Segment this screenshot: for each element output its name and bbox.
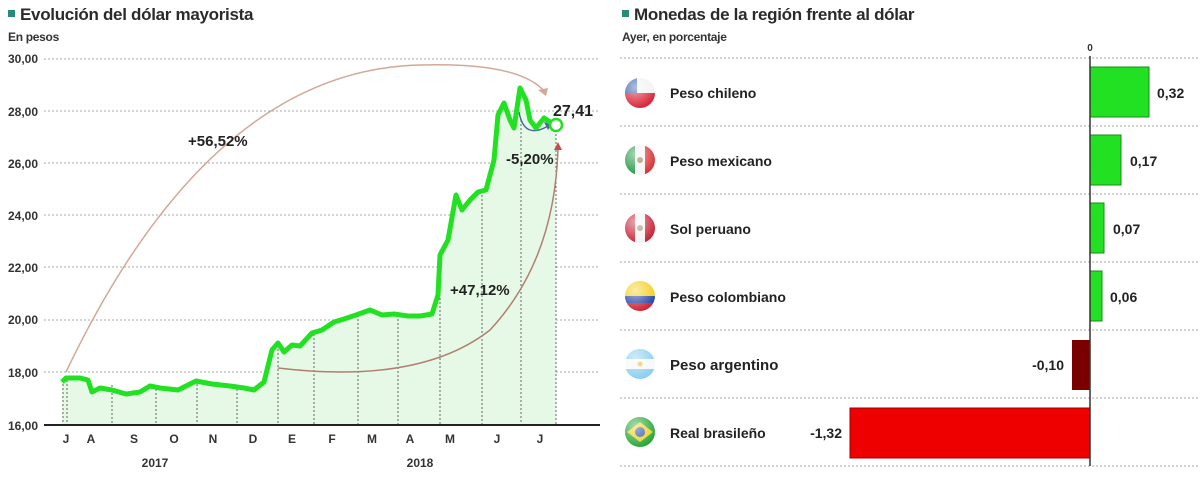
x-tick: A [406, 432, 415, 446]
annotation-peak-change: -5,20% [506, 151, 554, 168]
y-tick: 26,00 [8, 157, 38, 171]
x-tick: A [87, 432, 96, 446]
x-tick: E [288, 432, 296, 446]
currency-name-peru: Sol peruano [670, 221, 751, 237]
bar-peru [1089, 202, 1105, 254]
left-title-text: Evolución del dólar mayorista [20, 5, 254, 24]
value-mexico: 0,17 [1130, 153, 1157, 169]
x-tick: J [63, 432, 70, 446]
x-tick: J [537, 432, 544, 446]
row-separators [620, 57, 1200, 467]
bar-mexico [1089, 134, 1122, 186]
x-axis-labels: J A S O N D E F M A M J J 2017 2018 [63, 432, 544, 470]
value-argentina: -0,10 [1032, 357, 1064, 373]
value-labels: 0,32 0,17 0,07 0,06 -0,10 -1,32 [810, 85, 1184, 441]
line-chart: 30,00 28,00 26,00 24,00 22,00 20,00 18,0… [8, 52, 600, 470]
x-tick: S [130, 432, 138, 446]
arc-total-change [65, 63, 546, 373]
arc-peak-change [518, 111, 549, 132]
value-brazil: -1,32 [810, 425, 842, 441]
dollar-rate-line [60, 85, 557, 397]
horizontal-gridlines [44, 58, 600, 373]
currency-name-mexico: Peso mexicano [670, 153, 772, 169]
year-label-2018: 2018 [407, 456, 434, 470]
x-tick: J [494, 432, 501, 446]
value-chile: 0,32 [1157, 85, 1184, 101]
y-axis: 30,00 28,00 26,00 24,00 22,00 20,00 18,0… [8, 52, 38, 433]
bars [849, 66, 1150, 459]
regional-currencies-panel: Monedas de la región frente al dólar Aye… [600, 0, 1200, 477]
line-area-fill [62, 88, 556, 425]
mexico-flag-icon [625, 145, 655, 175]
argentina-flag-icon [625, 349, 655, 379]
right-title-text: Monedas de la región frente al dólar [634, 5, 915, 24]
x-tick: M [367, 432, 377, 446]
peru-flag-icon [625, 213, 655, 243]
right-chart-title: Monedas de la región frente al dólar [622, 5, 914, 25]
x-tick: O [169, 432, 178, 446]
last-value-marker [548, 117, 564, 133]
x-tick: N [209, 432, 218, 446]
arrow-head-total [538, 88, 548, 96]
annotations: +56,52% +47,12% -5,20% 27,41 [188, 103, 593, 299]
left-chart-subtitle: En pesos [8, 30, 59, 44]
currency-name-colombia: Peso colombiano [670, 289, 786, 305]
y-tick: 20,00 [8, 313, 38, 327]
y-tick: 28,00 [8, 105, 38, 119]
bar-colombia [1089, 270, 1103, 322]
bar-chile [1089, 66, 1150, 118]
dollar-evolution-panel: Evolución del dólar mayorista En pesos 3… [8, 5, 600, 470]
y-tick: 24,00 [8, 209, 38, 223]
y-tick: 18,00 [8, 366, 38, 380]
currency-labels: Peso chileno Peso mexicano Sol peruano P… [670, 85, 786, 441]
bar-chart: 0 [620, 43, 1200, 467]
zero-tick-label: 0 [1087, 43, 1093, 54]
x-tick: M [445, 432, 455, 446]
bar-brazil [849, 407, 1091, 459]
left-chart-title: Evolución del dólar mayorista [8, 5, 253, 25]
x-tick: F [328, 432, 335, 446]
right-chart-subtitle: Ayer, en porcentaje [622, 30, 727, 44]
annotation-total-change: +56,52% [188, 133, 248, 150]
currency-name-brazil: Real brasileño [670, 425, 766, 441]
annotation-last-value: 27,41 [553, 103, 593, 120]
y-tick: 30,00 [8, 52, 38, 66]
year-label-2017: 2017 [142, 456, 169, 470]
brazil-flag-icon [625, 417, 655, 447]
value-colombia: 0,06 [1110, 289, 1137, 305]
arrow-head-april [554, 142, 562, 150]
value-peru: 0,07 [1113, 221, 1140, 237]
y-tick: 22,00 [8, 261, 38, 275]
y-tick: 16,00 [8, 419, 38, 433]
annotation-april-change: +47,12% [450, 282, 510, 299]
title-square-icon [622, 10, 629, 18]
title-square-icon [8, 10, 15, 18]
bar-argentina [1072, 340, 1090, 390]
chile-flag-icon [625, 78, 655, 108]
colombia-flag-icon [625, 281, 655, 311]
x-tick: D [249, 432, 258, 446]
arc-april-change [277, 147, 559, 373]
currency-name-argentina: Peso argentino [670, 357, 778, 374]
currency-name-chile: Peso chileno [670, 85, 756, 101]
